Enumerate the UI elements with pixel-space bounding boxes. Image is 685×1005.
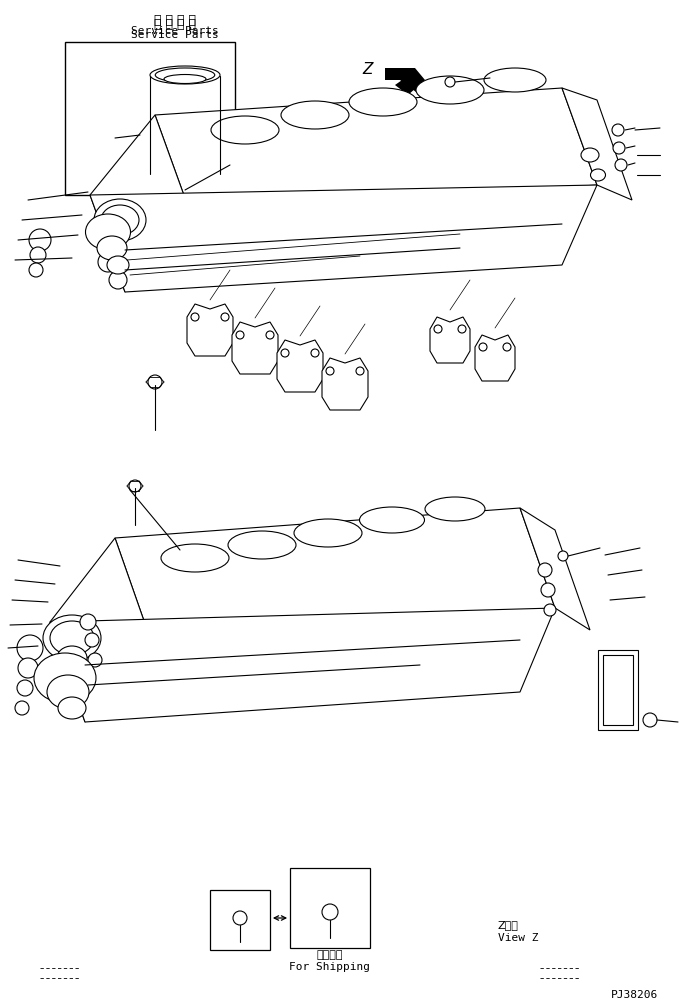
Ellipse shape [101,205,139,235]
Polygon shape [322,358,368,410]
Circle shape [29,229,51,251]
Circle shape [322,904,338,920]
Circle shape [17,635,43,661]
Text: For Shipping: For Shipping [290,962,371,972]
Circle shape [434,325,442,333]
Circle shape [96,230,120,254]
Circle shape [356,367,364,375]
Polygon shape [390,68,425,95]
Circle shape [503,343,511,351]
Ellipse shape [86,214,131,250]
Circle shape [613,142,625,154]
Ellipse shape [150,66,220,84]
Polygon shape [90,185,597,292]
Circle shape [538,563,552,577]
Polygon shape [562,88,632,200]
Polygon shape [187,304,233,356]
Ellipse shape [150,166,220,184]
Polygon shape [520,508,590,630]
Ellipse shape [281,100,349,129]
Circle shape [458,325,466,333]
Ellipse shape [161,544,229,572]
Circle shape [281,349,289,357]
Ellipse shape [360,507,425,533]
Ellipse shape [416,76,484,104]
Circle shape [30,247,46,263]
Circle shape [445,77,455,87]
Ellipse shape [94,199,146,241]
Ellipse shape [97,236,127,260]
Circle shape [109,271,127,289]
Ellipse shape [47,675,89,709]
Circle shape [615,159,627,171]
Text: 運携部品: 運携部品 [316,950,343,960]
Polygon shape [115,508,555,638]
Polygon shape [50,538,150,722]
Bar [603,655,633,725]
Text: View Z: View Z [498,933,538,943]
Circle shape [80,614,96,630]
Circle shape [326,367,334,375]
Ellipse shape [43,615,101,661]
Polygon shape [475,335,515,381]
Circle shape [29,263,43,277]
Text: Service Parts: Service Parts [131,30,219,40]
Circle shape [15,701,29,715]
Ellipse shape [349,88,417,116]
Circle shape [191,313,199,321]
Ellipse shape [50,621,94,655]
Circle shape [541,583,555,597]
Bar [210,890,270,950]
Circle shape [17,680,33,696]
Ellipse shape [211,116,279,144]
Polygon shape [155,88,597,212]
Circle shape [88,653,102,667]
Circle shape [221,313,229,321]
Polygon shape [385,68,425,95]
Bar [290,868,370,948]
Circle shape [18,658,38,678]
Ellipse shape [107,256,129,274]
Ellipse shape [294,519,362,547]
Polygon shape [277,340,323,392]
Text: PJ38206: PJ38206 [612,990,658,1000]
Text: Service Parts: Service Parts [131,26,219,36]
Circle shape [311,349,319,357]
Circle shape [129,480,141,492]
Ellipse shape [228,531,296,559]
Polygon shape [430,317,470,363]
Ellipse shape [581,148,599,162]
Circle shape [479,343,487,351]
Circle shape [643,713,657,727]
Circle shape [85,633,99,647]
Text: Z: Z [362,62,373,77]
Ellipse shape [58,697,86,719]
Polygon shape [232,322,278,374]
Circle shape [233,911,247,925]
Ellipse shape [425,497,485,521]
Text: 補 給 専 用: 補 給 専 用 [154,14,196,27]
Circle shape [612,124,624,136]
Circle shape [148,375,162,389]
Ellipse shape [34,653,96,703]
Circle shape [558,551,568,561]
Circle shape [236,331,244,339]
Polygon shape [50,608,555,722]
Polygon shape [90,115,190,292]
Circle shape [544,604,556,616]
Circle shape [98,252,118,272]
Bar [65,42,235,195]
Text: Z　視: Z 視 [498,920,519,930]
Ellipse shape [57,646,87,670]
Ellipse shape [155,68,215,82]
Bar [598,650,638,730]
Ellipse shape [484,68,546,92]
Ellipse shape [164,74,206,83]
Circle shape [266,331,274,339]
Text: 補 給 専 用: 補 給 専 用 [154,18,196,31]
Ellipse shape [590,169,606,181]
